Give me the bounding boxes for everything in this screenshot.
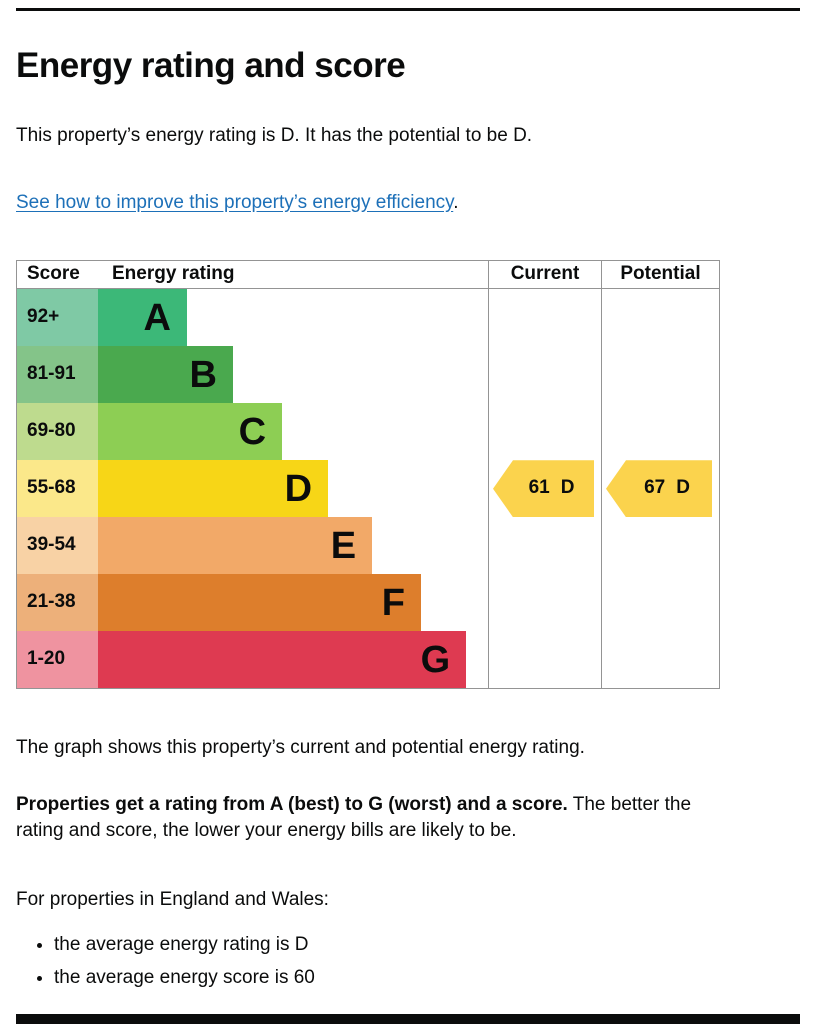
current-rating-arrow: 61 D — [493, 460, 594, 518]
band-e-letter: E — [330, 524, 357, 567]
band-f-bar: F — [98, 574, 421, 632]
current-score: 61 — [528, 477, 550, 499]
band-f-bar-cell: F — [98, 574, 488, 632]
improve-paragraph: See how to improve this property’s energ… — [16, 190, 800, 217]
current-column-header: Current — [488, 261, 601, 290]
band-c-letter: C — [238, 410, 267, 453]
band-d-score: 55-68 — [17, 460, 98, 518]
band-a-bar: A — [98, 289, 187, 347]
band-a-bar-cell: A — [98, 289, 488, 347]
epc-rating-chart: Score Energy rating Current Potential 92… — [16, 260, 720, 690]
band-g-letter: G — [420, 638, 451, 681]
band-e-score: 39-54 — [17, 517, 98, 575]
intro-text: This property’s energy rating is D. It h… — [16, 125, 533, 146]
average-rating-item: the average energy rating is D — [54, 932, 800, 959]
potential-column-header: Potential — [601, 261, 719, 290]
rating-info-bold: Properties get a rating from A (best) to… — [16, 793, 568, 815]
energy-rating-column-header: Energy rating — [98, 261, 488, 290]
band-d-bar: D — [98, 460, 329, 518]
improve-link-suffix: . — [453, 191, 459, 213]
footer-bar — [16, 1014, 800, 1024]
region-line: For properties in England and Wales: — [16, 888, 329, 910]
band-b-bar: B — [98, 346, 233, 404]
band-a-score: 92+ — [17, 289, 98, 347]
band-g-score: 1-20 — [17, 631, 98, 689]
current-letter: D — [560, 477, 575, 499]
current-rating-column: 61 D — [488, 289, 601, 689]
band-d-bar-cell: D — [98, 460, 488, 518]
potential-letter: D — [676, 477, 690, 499]
potential-score: 67 — [644, 477, 666, 499]
band-c-bar-cell: C — [98, 403, 488, 461]
top-rule — [16, 8, 800, 11]
page-title: Energy rating and score — [16, 46, 406, 85]
band-c-score: 69-80 — [17, 403, 98, 461]
main-content: Energy rating and score This property’s … — [0, 11, 816, 999]
band-d-letter: D — [284, 467, 313, 510]
chart-caption: The graph shows this property’s current … — [16, 737, 585, 759]
band-b-score: 81-91 — [17, 346, 98, 404]
potential-rating-column: 67 D — [601, 289, 719, 689]
band-b-bar-cell: B — [98, 346, 488, 404]
band-a-letter: A — [143, 296, 171, 339]
band-c-bar: C — [98, 403, 283, 461]
band-f-letter: F — [381, 581, 405, 624]
rating-info-rest: The better the rating and score, the low… — [16, 793, 692, 842]
band-e-bar: E — [98, 517, 373, 575]
band-e-bar-cell: E — [98, 517, 488, 575]
improve-efficiency-link[interactable]: See how to improve this property’s energ… — [16, 191, 454, 213]
band-g-bar: G — [98, 631, 467, 689]
rating-info: Properties get a rating from A (best) to… — [16, 792, 716, 845]
band-g-bar-cell: G — [98, 631, 488, 689]
band-b-letter: B — [189, 353, 217, 396]
average-score-item: the average energy score is 60 — [54, 965, 800, 992]
potential-rating-arrow: 67 D — [606, 460, 712, 518]
score-column-header: Score — [17, 261, 98, 290]
band-f-score: 21-38 — [17, 574, 98, 632]
average-list: the average energy rating is D the avera… — [16, 932, 800, 992]
